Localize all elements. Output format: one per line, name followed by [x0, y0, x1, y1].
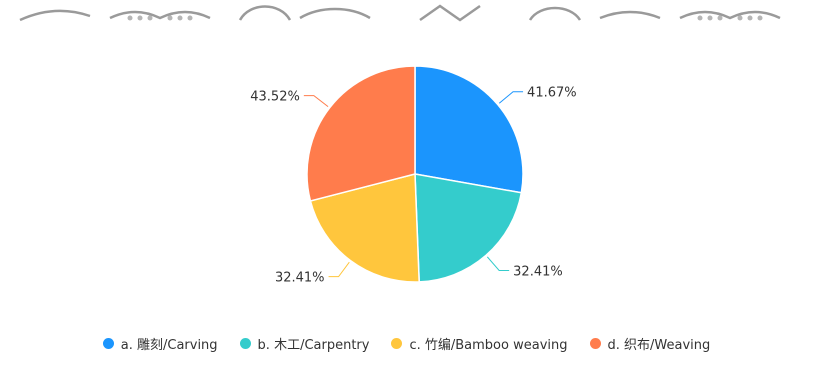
pie-data-label-3: 32.41%	[275, 271, 325, 286]
legend-item-bamboo-weaving[interactable]: c. 竹编/Bamboo weaving	[391, 334, 568, 353]
leader-line-2	[486, 256, 510, 271]
legend-item-carpentry[interactable]: b. 木工/Carpentry	[239, 334, 370, 353]
pie-data-label-1: 41.67%	[527, 86, 577, 101]
leader-line-4	[303, 95, 329, 108]
legend-label: d. 织布/Weaving	[607, 338, 711, 353]
legend: a. 雕刻/Carving b. 木工/Carpentry c. 竹编/Bamb…	[0, 334, 813, 353]
legend-label: c. 竹编/Bamboo weaving	[409, 338, 568, 353]
pie-slice-2[interactable]	[414, 173, 523, 283]
legend-item-weaving[interactable]: d. 织布/Weaving	[589, 334, 711, 353]
decorative-banner	[0, 0, 813, 22]
pie-slice-4[interactable]	[306, 65, 416, 202]
pie-slice-1[interactable]	[414, 65, 524, 194]
legend-dot-icon	[391, 338, 403, 349]
legend-dot-icon	[102, 338, 114, 349]
pie-data-label-2: 32.41%	[513, 264, 563, 279]
legend-label: b. 木工/Carpentry	[257, 338, 370, 353]
legend-label: a. 雕刻/Carving	[120, 338, 218, 353]
legend-dot-icon	[239, 338, 251, 349]
pie-data-label-4: 43.52%	[250, 90, 300, 105]
legend-dot-icon	[589, 338, 601, 349]
leader-line-1	[498, 91, 524, 104]
leader-line-3	[328, 261, 350, 278]
legend-item-carving[interactable]: a. 雕刻/Carving	[102, 334, 218, 353]
pie-chart: 41.67% 32.41% 32.41% 43.52%	[250, 65, 577, 286]
pie-slice-3[interactable]	[309, 173, 420, 283]
